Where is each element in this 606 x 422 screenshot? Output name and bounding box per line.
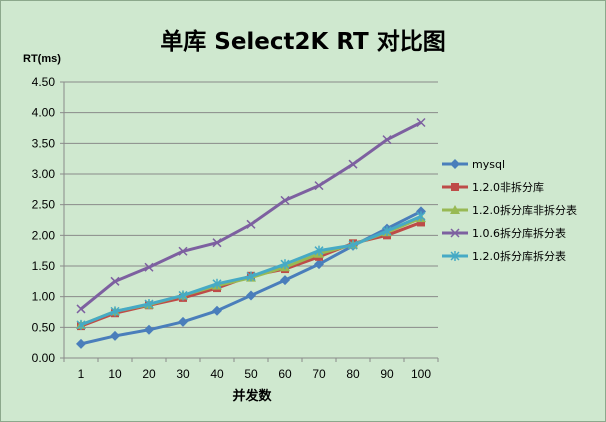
x-tick-label: 10: [108, 367, 122, 381]
series-lines: [76, 117, 426, 349]
legend-marker: [450, 228, 460, 238]
x-tick-label: 60: [278, 367, 292, 381]
legend-item: 1.0.6拆分库拆分表: [442, 226, 566, 240]
legend-item: 1.2.0拆分库非拆分表: [442, 203, 577, 217]
data-point: [110, 330, 120, 341]
data-point: [382, 135, 392, 145]
y-tick-label: 4.00: [32, 106, 56, 120]
y-tick-labels: 0.00 0.50 1.00 1.50 2.00 2.50 3.00 3.50 4.00 4.50: [32, 75, 56, 365]
x-tick-label: 90: [380, 367, 394, 381]
y-tick-label: 0.50: [32, 320, 56, 334]
data-point: [110, 276, 120, 286]
x-tick-labels: 1 10 20 30 40 50 60 70 80 90 100: [78, 367, 432, 381]
data-point: [144, 324, 154, 335]
data-point: [348, 240, 358, 251]
legend-label: mysql: [472, 158, 505, 171]
y-tick-label: 4.50: [32, 75, 56, 89]
x-tick-label: 20: [142, 367, 156, 381]
data-point: [246, 271, 256, 282]
legend-label: 1.2.0非拆分库: [472, 180, 544, 194]
x-tick-label: 40: [210, 367, 224, 381]
data-point: [382, 226, 392, 237]
x-axis-label: 并发数: [232, 388, 272, 404]
legend-marker: [450, 205, 460, 214]
legend-item: 1.2.0拆分库拆分表: [442, 249, 566, 263]
data-point: [416, 211, 426, 222]
data-point: [246, 219, 256, 229]
gridlines: [64, 81, 438, 328]
y-tick-label: 1.50: [32, 259, 56, 273]
data-point: [178, 246, 188, 256]
data-point: [76, 319, 86, 330]
series-line: [80, 214, 422, 327]
x-tick-label: 70: [312, 367, 326, 381]
data-point: [110, 306, 120, 317]
legend-marker: [450, 251, 460, 261]
data-point: [144, 262, 154, 272]
x-tick-label: 1: [78, 367, 85, 381]
data-point: [144, 299, 154, 310]
legend-item: 1.2.0非拆分库: [442, 180, 544, 194]
x-tick-label: 50: [244, 367, 258, 381]
y-tick-label: 3.50: [32, 136, 56, 150]
data-point: [76, 304, 86, 314]
data-point: [314, 245, 324, 256]
data-point: [314, 181, 324, 191]
y-tick-label: 3.00: [32, 167, 56, 181]
y-tick-label: 0.00: [32, 351, 56, 365]
series-5: [76, 211, 426, 330]
data-point: [417, 218, 425, 227]
legend: mysql 1.2.0非拆分库 1.2.0拆分库非拆分表 1.0.6拆分库拆分表 1.2…: [442, 158, 577, 263]
x-tick-label: 30: [176, 367, 190, 381]
y-axis-label: RT(ms): [23, 53, 61, 65]
data-point: [212, 278, 222, 289]
legend-label: 1.2.0拆分库拆分表: [472, 249, 566, 263]
data-point: [212, 305, 222, 316]
data-point: [314, 259, 324, 270]
x-tick-label: 80: [346, 367, 360, 381]
data-point: [280, 259, 290, 270]
legend-label: 1.2.0拆分库非拆分表: [472, 203, 577, 217]
chart-title: 单库 Select2K RT 对比图: [160, 29, 446, 55]
data-point: [178, 290, 188, 301]
data-point: [416, 117, 426, 128]
y-tick-label: 2.00: [32, 228, 56, 242]
data-point: [212, 238, 222, 248]
y-tick-label: 2.50: [32, 198, 56, 212]
data-point: [246, 290, 256, 301]
x-tick-label: 100: [411, 367, 431, 381]
data-point: [178, 316, 188, 327]
legend-item: mysql: [442, 158, 505, 171]
data-point: [76, 338, 86, 349]
axes: [60, 81, 439, 362]
series-4: [76, 117, 426, 314]
data-point: [280, 195, 290, 205]
data-point: [280, 275, 290, 286]
legend-marker: [451, 183, 459, 191]
data-point: [348, 159, 358, 169]
y-tick-label: 1.00: [32, 290, 56, 304]
legend-marker: [450, 159, 460, 169]
legend-label: 1.0.6拆分库拆分表: [472, 226, 566, 240]
